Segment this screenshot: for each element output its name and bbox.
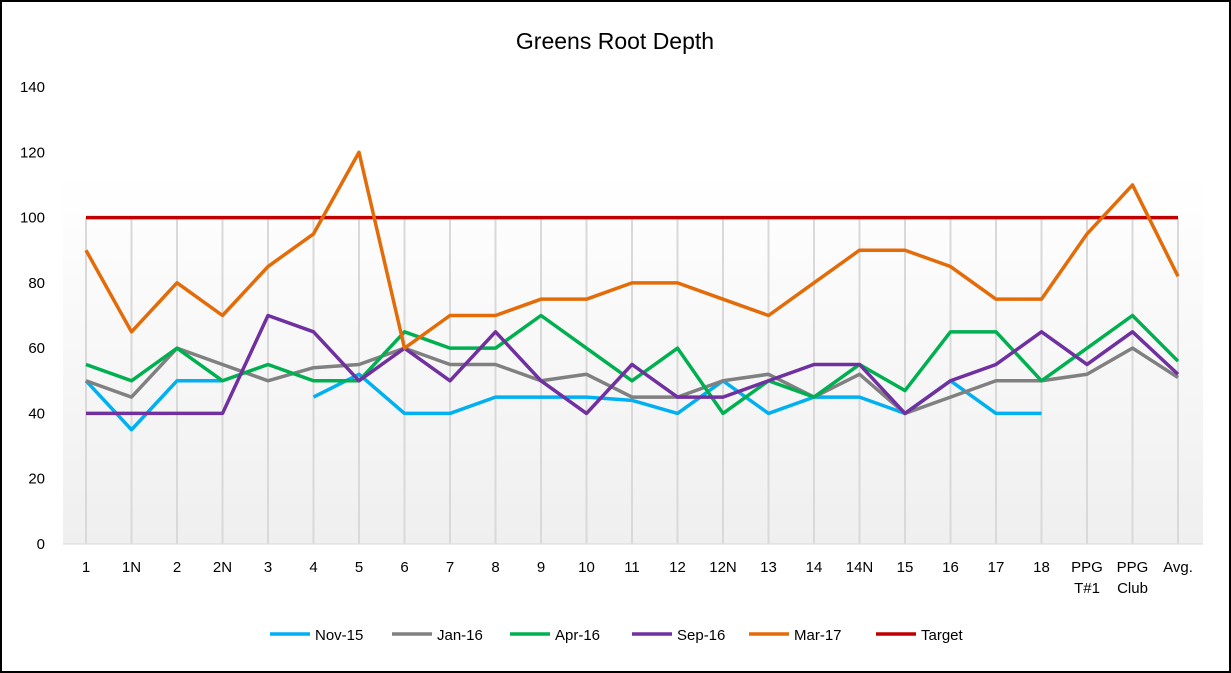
x-tick-label: 13 — [760, 559, 777, 576]
series-line-apr-16 — [85, 313, 1180, 416]
y-tick-label: 20 — [28, 471, 45, 488]
x-tick-label: 9 — [537, 559, 545, 576]
x-tick-label: 17 — [988, 559, 1005, 576]
x-tick-label: PPG — [1117, 559, 1149, 576]
legend-item: Mar-17 — [749, 627, 842, 644]
x-tick-label: 8 — [491, 559, 499, 576]
y-tick-label: 60 — [28, 340, 45, 357]
x-tick-label: 2 — [173, 559, 181, 576]
x-tick-label: 4 — [309, 559, 317, 576]
x-tick-label: 5 — [355, 559, 363, 576]
x-tick-label: 14 — [806, 559, 823, 576]
y-tick-label: 100 — [20, 210, 45, 227]
x-tick-label: 11 — [624, 559, 640, 576]
legend-item: Jan-16 — [392, 627, 483, 644]
y-tick-label: 120 — [20, 144, 45, 161]
x-tick-label: 15 — [897, 559, 914, 576]
chart-title: Greens Root Depth — [516, 28, 714, 54]
y-tick-label: 80 — [28, 275, 45, 292]
x-tick-label: Club — [1117, 580, 1148, 597]
legend-item: Target — [876, 627, 964, 644]
x-tick-label: 2N — [213, 559, 232, 576]
x-tick-label: 7 — [446, 559, 454, 576]
series-line-mar-17 — [84, 150, 1180, 350]
y-tick-label: 0 — [37, 536, 45, 553]
y-tick-label: 40 — [28, 405, 45, 422]
legend-item: Sep-16 — [632, 627, 725, 644]
legend-label: Sep-16 — [677, 627, 725, 644]
legend-item: Apr-16 — [510, 627, 600, 644]
x-tick-label: Avg. — [1163, 559, 1193, 576]
x-tick-label: 6 — [400, 559, 408, 576]
x-tick-label: 18 — [1033, 559, 1050, 576]
x-tick-label: 12 — [669, 559, 686, 576]
series-line-sep-16 — [86, 313, 1180, 416]
x-tick-label: 1N — [122, 559, 141, 576]
legend-item: Nov-15 — [270, 627, 363, 644]
x-tick-label: 10 — [578, 559, 595, 576]
x-tick-label: T#1 — [1074, 580, 1100, 597]
legend-label: Mar-17 — [794, 627, 842, 644]
x-tick-label: PPG — [1071, 559, 1103, 576]
legend-label: Jan-16 — [437, 627, 483, 644]
legend-label: Nov-15 — [315, 627, 363, 644]
legend-label: Apr-16 — [555, 627, 600, 644]
x-tick-label: 16 — [942, 559, 959, 576]
x-tick-label: 12N — [709, 559, 737, 576]
y-tick-label: 140 — [20, 79, 45, 96]
series-line-jan-16 — [85, 346, 1179, 416]
x-tick-label: 1 — [82, 559, 90, 576]
x-tick-label: 3 — [264, 559, 272, 576]
x-tick-label: 14N — [846, 559, 874, 576]
legend-label: Target — [921, 627, 964, 644]
